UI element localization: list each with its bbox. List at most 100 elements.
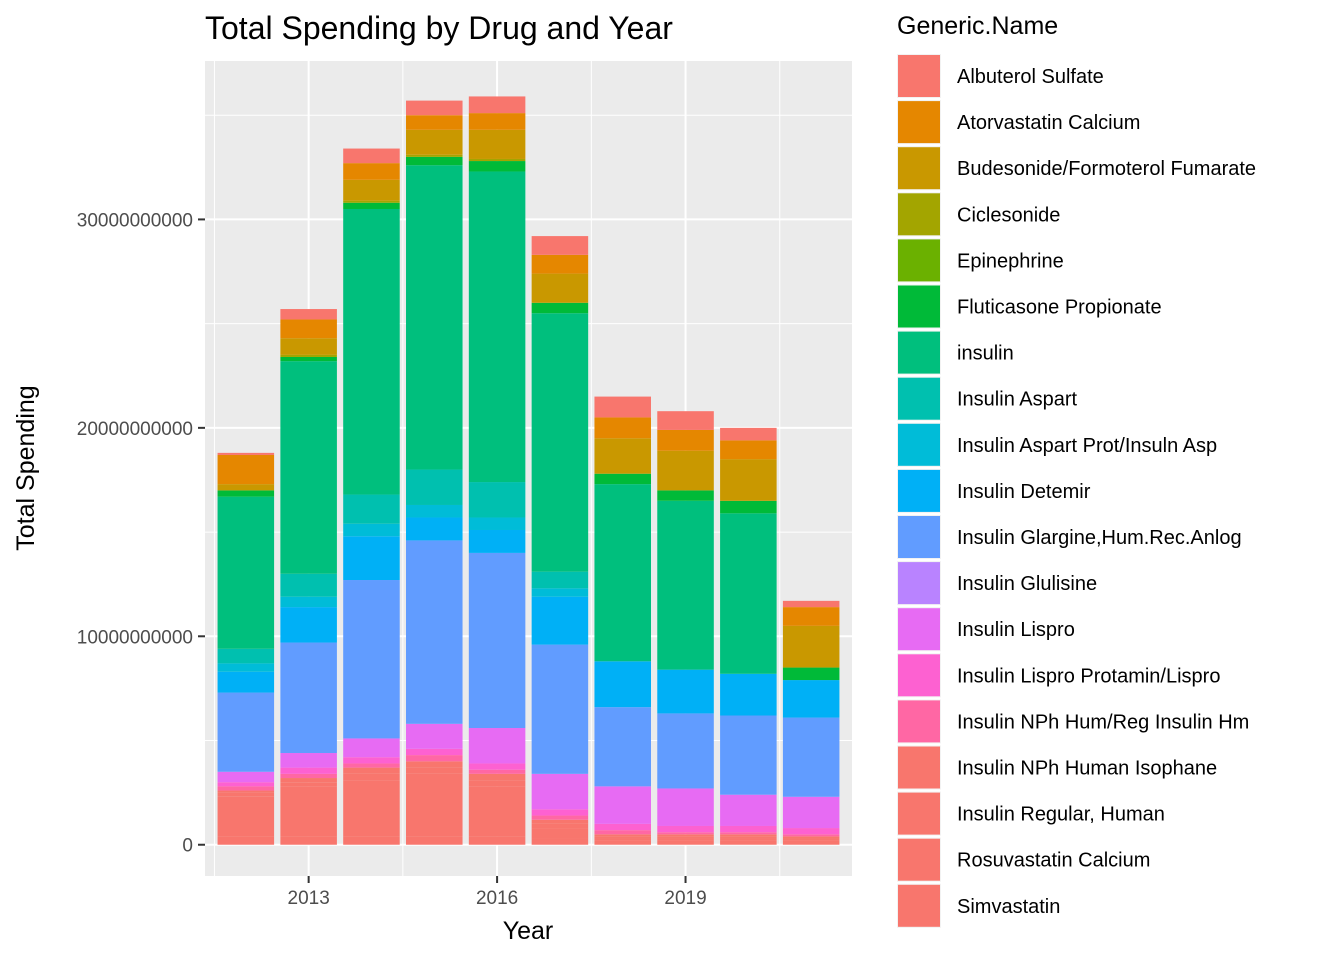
bar-segment [343,767,400,774]
bar-segment [406,836,463,845]
legend-swatch [898,147,940,190]
bar-segment [343,836,400,845]
x-tick-label: 2019 [664,888,706,909]
bar-segment [468,113,526,130]
bar-segment [531,313,589,572]
bar-segment [594,838,651,841]
bar-segment [594,473,651,485]
bar-segment [657,429,714,451]
bar-segment [280,786,337,837]
bar-segment [406,504,463,518]
bar-segment [280,767,337,774]
bar-segment [280,607,337,643]
bar-segment [406,115,463,130]
bar-segment [217,648,275,664]
bar-segment [657,840,714,845]
bar-segment [406,748,463,756]
bar-segment [468,129,526,159]
bar-segment [657,669,714,714]
bar-segment [468,773,526,781]
bar-segment [343,580,400,739]
chart-title: Total Spending by Drug and Year [205,10,673,46]
legend-label: Fluticasone Propionate [957,297,1162,319]
bar-segment [280,836,337,845]
bar-segment [343,163,400,180]
bar-segment [280,356,337,362]
legend-label: insulin [957,343,1014,365]
legend-swatch [898,377,940,420]
bar-segment [406,517,463,541]
bar-segment [217,782,275,787]
bar-segment [217,454,275,485]
bar-segment [468,780,526,787]
bar-segment [468,482,526,518]
bar-segment [782,600,840,608]
bar-segment [782,667,840,681]
legend-label: Insulin Detemir [957,481,1091,503]
bar-segment [468,517,526,530]
bar-segment [217,490,275,497]
bar-segment [594,834,651,837]
bar-segment [406,469,463,505]
bar-segment [720,440,777,460]
legend-swatch [898,654,940,697]
legend-label: Rosuvastatin Calcium [957,850,1150,872]
legend-swatch [898,285,940,328]
bar-segment [280,778,337,783]
bar-segment [594,661,651,708]
bar-segment [720,836,777,839]
legend-swatch [898,469,940,512]
bar-segment [657,450,714,491]
bar-segment [217,692,275,772]
bar-segment [280,782,337,787]
bar-segment [217,771,275,783]
bar-segment [531,809,589,816]
bar-segment [406,156,463,166]
bar-segment [280,773,337,779]
bar-segment [720,794,777,826]
bar-segment [406,723,463,749]
bar-segment [531,819,589,824]
bar-segment [406,100,463,116]
legend-swatch [898,55,940,97]
bar-segment [657,836,714,839]
y-axis-title: Total Spending [12,385,40,550]
bar-segment [468,769,526,774]
legend-label: Insulin NPh Hum/Reg Insulin Hm [957,711,1249,733]
bar-segment [468,836,526,845]
bar-segment [280,309,337,320]
bar-segment [468,161,526,172]
bar-segment [657,411,714,430]
legend-label: Insulin Lispro [957,619,1075,641]
bar-segment [657,788,714,826]
legend-swatch [898,562,940,605]
legend-swatch [898,239,940,282]
bar-segment [468,529,526,553]
legend-label: Albuterol Sulfate [957,66,1104,88]
bar-segment [280,319,337,339]
bar-segment [720,715,777,795]
bar-segment [343,523,400,537]
bar-segment [343,494,400,524]
bar-segment [720,513,777,674]
bar-segment [468,552,526,729]
bar-segment [406,154,463,157]
bar-segment [217,496,275,649]
legend-label: Insulin Lispro Protamin/Lispro [957,665,1220,687]
bar-segment [280,361,337,574]
bar-segment [720,838,777,841]
bar-segment [531,644,589,774]
bar-segment [280,338,337,355]
bar-segment [406,755,463,762]
bar-segment [720,840,777,845]
bar-segment [782,828,840,835]
bar-segment [280,573,337,597]
bar-segment [406,165,463,470]
bar-segment [531,823,589,829]
x-axis: 2013 2016 2019 [288,876,707,909]
bar-segment [782,625,840,668]
legend-swatch [898,700,940,743]
bar-segment [782,840,840,845]
bar-segment [720,673,777,716]
legend-label: Ciclesonide [957,204,1060,226]
